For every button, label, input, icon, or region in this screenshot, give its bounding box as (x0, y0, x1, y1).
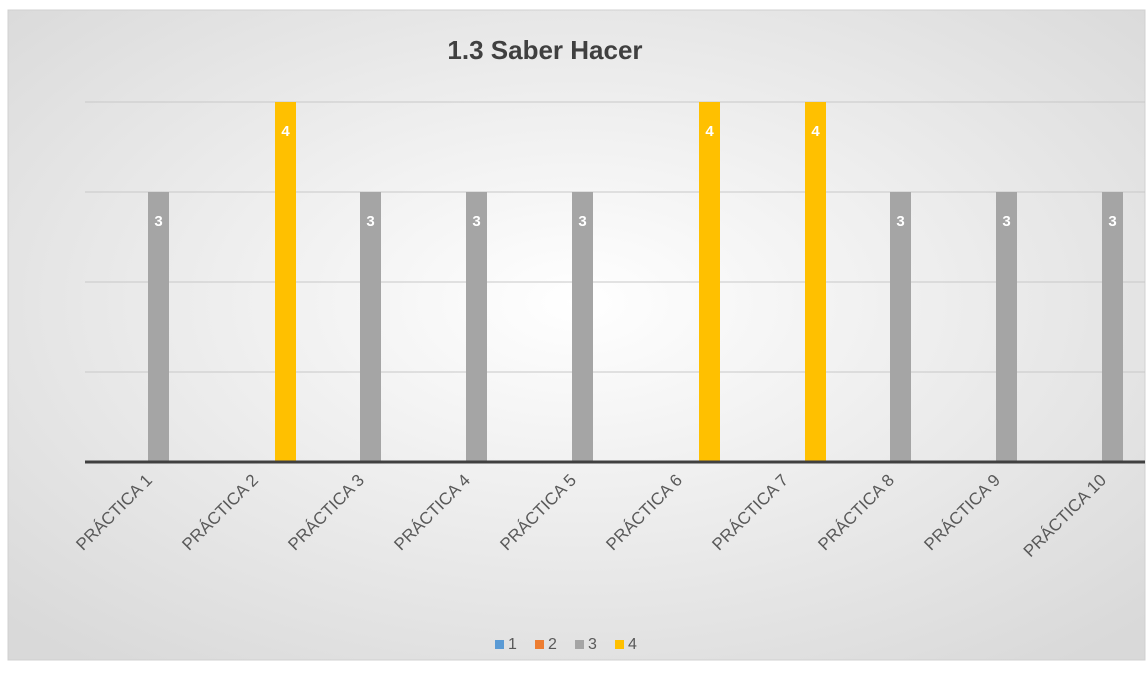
bar (996, 192, 1017, 462)
data-label: 3 (366, 213, 374, 230)
data-label: 3 (1108, 213, 1116, 230)
data-label: 4 (281, 123, 290, 140)
data-label: 3 (472, 213, 480, 230)
legend-swatch (495, 640, 504, 649)
legend: 1 2 3 4 (495, 636, 637, 653)
legend-swatch (575, 640, 584, 649)
data-label: 3 (578, 213, 586, 230)
legend-label: 4 (628, 636, 637, 653)
legend-swatch (615, 640, 624, 649)
data-label: 3 (1002, 213, 1010, 230)
bar (1102, 192, 1123, 462)
legend-swatch (535, 640, 544, 649)
bar (148, 192, 169, 462)
data-label: 3 (896, 213, 904, 230)
bar (572, 192, 593, 462)
data-label: 3 (154, 213, 162, 230)
data-label: 4 (811, 123, 820, 140)
bar (360, 192, 381, 462)
bar (275, 102, 296, 462)
bar (699, 102, 720, 462)
legend-label: 1 (508, 636, 517, 653)
legend-label: 2 (548, 636, 557, 653)
chart-title: 1.3 Saber Hacer (447, 35, 642, 65)
bar (890, 192, 911, 462)
bar (805, 102, 826, 462)
bar (466, 192, 487, 462)
legend-label: 3 (588, 636, 597, 653)
data-label: 4 (705, 123, 714, 140)
